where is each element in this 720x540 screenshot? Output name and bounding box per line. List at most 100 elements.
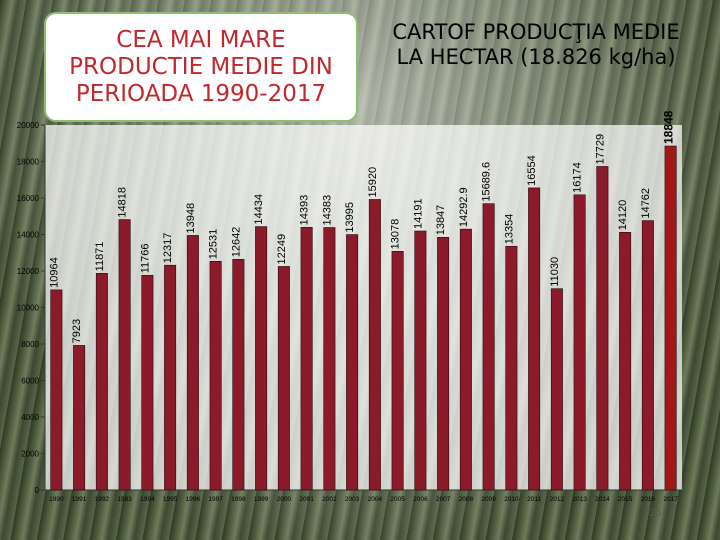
x-tick-label: 1993 <box>117 496 132 503</box>
data-label: 13354 <box>503 214 515 245</box>
y-tick-label: 12000 <box>17 267 40 276</box>
y-tick-label: 6000 <box>21 377 39 386</box>
bar <box>505 245 518 491</box>
x-tick-label: 2007 <box>436 496 451 503</box>
data-label: 14383 <box>321 195 333 226</box>
data-label: 13078 <box>390 219 402 250</box>
bar <box>596 166 609 491</box>
data-label: 12249 <box>276 234 288 265</box>
data-label: 11030 <box>549 257 561 287</box>
data-label: 11766 <box>139 243 151 273</box>
x-tick-label: 2016 <box>641 496 656 503</box>
data-label: 14762 <box>640 188 652 219</box>
bar <box>141 274 154 491</box>
x-tick-label: 2010 <box>504 496 519 503</box>
bar <box>346 234 359 491</box>
x-tick-label: 2012 <box>550 496 565 503</box>
data-label: 7923 <box>71 319 83 343</box>
x-tick-label: 1998 <box>231 496 246 503</box>
x-tick-label: 1996 <box>186 496 201 503</box>
bar <box>255 226 268 491</box>
y-tick-label: 10000 <box>17 304 40 313</box>
x-tick-label: 1994 <box>140 496 155 503</box>
data-label: 12642 <box>230 227 242 258</box>
data-label: 14818 <box>117 187 129 218</box>
y-tick-label: 4000 <box>21 413 39 422</box>
x-tick-label: 2014 <box>595 496 610 503</box>
bar <box>277 266 290 491</box>
bar <box>437 236 450 491</box>
x-tick-label: 2004 <box>368 496 383 503</box>
data-label: 17729 <box>594 134 606 165</box>
bar <box>73 345 86 491</box>
data-label: 13995 <box>344 202 356 233</box>
data-label: 14191 <box>412 198 424 229</box>
data-label: 11871 <box>94 242 106 272</box>
x-tick-label: 1992 <box>95 496 110 503</box>
data-label: 13948 <box>185 203 197 234</box>
plot-area <box>45 125 682 490</box>
bar <box>664 145 677 491</box>
y-tick-label: 0 <box>35 486 40 495</box>
chart-title: CARTOF PRODUCŢIA MEDIE LA HECTAR (18.826… <box>392 20 680 69</box>
bar <box>186 235 199 491</box>
x-tick-label: 2008 <box>459 496 474 503</box>
x-tick-label: 1991 <box>72 496 87 503</box>
data-label: 16174 <box>572 162 584 193</box>
data-label: 14393 <box>299 195 311 226</box>
data-label: 18848 <box>661 110 675 144</box>
bar <box>528 187 541 491</box>
data-label: 13847 <box>435 205 447 236</box>
bar <box>459 228 472 491</box>
y-tick-label: 14000 <box>17 231 40 240</box>
x-tick-label: 2015 <box>618 496 633 503</box>
bar <box>232 258 245 491</box>
data-label: 14292.9 <box>458 187 470 227</box>
bar <box>414 230 427 491</box>
bar <box>118 219 131 491</box>
bar <box>95 273 108 491</box>
data-label: 15689.6 <box>481 162 493 202</box>
x-tick-label: 2017 <box>663 496 678 503</box>
y-tick-label: 16000 <box>17 194 40 203</box>
x-tick-label: 2009 <box>481 496 496 503</box>
bar <box>164 264 177 491</box>
data-label: 14120 <box>617 200 629 231</box>
bar <box>209 261 222 491</box>
bar <box>50 289 63 491</box>
bar <box>550 288 563 491</box>
x-tick-label: 2002 <box>322 496 337 503</box>
x-tick-label: 2000 <box>277 496 292 503</box>
callout-box: CEA MAI MARE PRODUCTIE MEDIE DIN PERIOAD… <box>44 12 358 122</box>
y-tick-label: 20000 <box>17 121 40 130</box>
data-label: 12531 <box>208 229 220 260</box>
data-label: 12317 <box>162 233 174 264</box>
x-tick-label: 1999 <box>254 496 269 503</box>
data-label: 15920 <box>367 167 379 198</box>
x-tick-label: 2003 <box>345 496 360 503</box>
x-tick-label: 2005 <box>390 496 405 503</box>
bar <box>300 227 313 491</box>
data-label: 14434 <box>253 194 265 225</box>
bar <box>573 194 586 491</box>
x-tick-label: 2001 <box>299 496 314 503</box>
y-tick-label: 8000 <box>21 340 39 349</box>
bar <box>391 251 404 491</box>
y-tick-label: 2000 <box>21 450 39 459</box>
page-number: 25 <box>648 507 662 519</box>
bar <box>619 232 632 491</box>
bar <box>482 203 495 491</box>
x-tick-label: 2013 <box>572 496 587 503</box>
bar <box>368 199 381 491</box>
x-tick-label: 1990 <box>49 496 64 503</box>
y-tick-label: 18000 <box>17 158 40 167</box>
x-tick-label: 2006 <box>413 496 428 503</box>
x-tick-label: 1997 <box>208 496 223 503</box>
x-tick-label: 1995 <box>163 496 178 503</box>
data-label: 10964 <box>48 257 60 288</box>
bar <box>641 220 654 491</box>
data-label: 16554 <box>526 155 538 186</box>
bar <box>323 227 336 491</box>
x-tick-label: 2011 <box>527 496 541 503</box>
